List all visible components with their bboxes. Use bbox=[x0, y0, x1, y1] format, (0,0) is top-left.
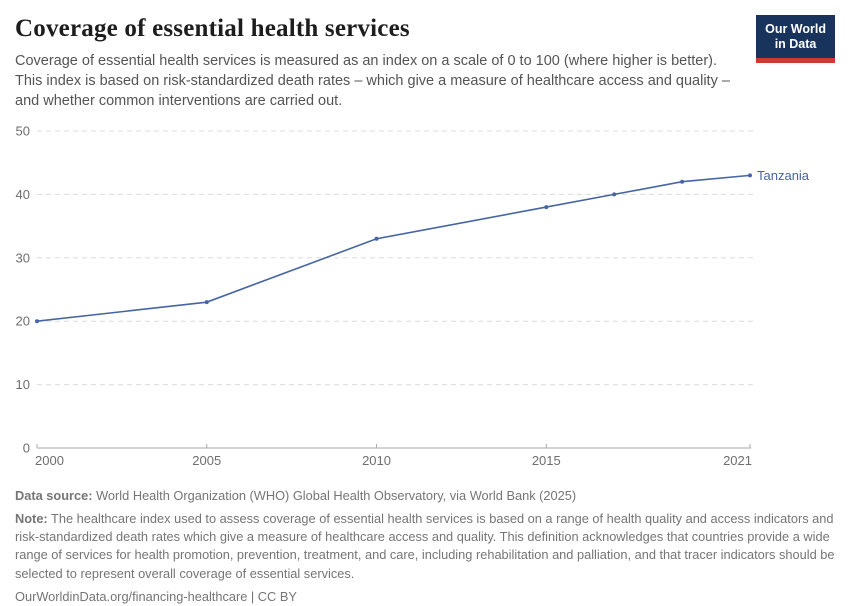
license-link[interactable]: OurWorldinData.org/financing-healthcare … bbox=[15, 588, 297, 604]
chart-subtitle: Coverage of essential health services is… bbox=[15, 53, 730, 109]
series-line bbox=[36, 174, 751, 322]
logo-line2: in Data bbox=[774, 36, 817, 51]
data-point bbox=[612, 192, 617, 197]
data-point bbox=[748, 173, 752, 178]
data-point bbox=[35, 319, 39, 324]
chart-header: Coverage of essential health services Co… bbox=[0, 0, 850, 111]
y-axis-tick-label: 0 bbox=[23, 441, 30, 456]
note-line: Note: The healthcare index used to asses… bbox=[15, 510, 835, 583]
datasource-line: Data source: World Health Organization (… bbox=[15, 487, 835, 505]
data-point bbox=[680, 179, 685, 184]
owid-logo: Our World in Data bbox=[756, 15, 835, 63]
data-point bbox=[204, 300, 209, 305]
note-label: Note: bbox=[15, 511, 48, 527]
series-label: Tanzania bbox=[757, 168, 810, 183]
title-block: Coverage of essential health services Co… bbox=[15, 15, 744, 111]
y-axis-tick-label: 20 bbox=[16, 314, 30, 329]
x-axis-tick-label: 2005 bbox=[192, 453, 221, 468]
y-axis-tick-label: 30 bbox=[16, 250, 30, 265]
note-text: The healthcare index used to assess cove… bbox=[15, 511, 835, 581]
logo-line1: Our World bbox=[765, 22, 826, 36]
datasource-text: World Health Organization (WHO) Global H… bbox=[92, 488, 577, 503]
x-axis-tick-label: 2010 bbox=[362, 453, 391, 468]
page-title: Coverage of essential health services bbox=[15, 15, 410, 42]
data-point bbox=[374, 236, 379, 241]
data-point bbox=[544, 205, 549, 210]
datasource-label: Data source: bbox=[15, 488, 93, 503]
x-axis-tick-label: 2000 bbox=[35, 453, 64, 468]
y-axis-tick-label: 40 bbox=[16, 187, 30, 202]
x-axis-tick-label: 2015 bbox=[532, 453, 561, 468]
line-chart: 0 10 20 30 40 50 2000 2005 2010 2015 2021 Tanzania bbox=[16, 124, 810, 469]
y-axis-tick-label: 10 bbox=[16, 377, 30, 392]
x-axis-tick-label: 2021 bbox=[723, 453, 752, 468]
y-axis-tick-label: 50 bbox=[16, 124, 30, 139]
chart-footer: Data source: World Health Organization (… bbox=[0, 477, 850, 606]
